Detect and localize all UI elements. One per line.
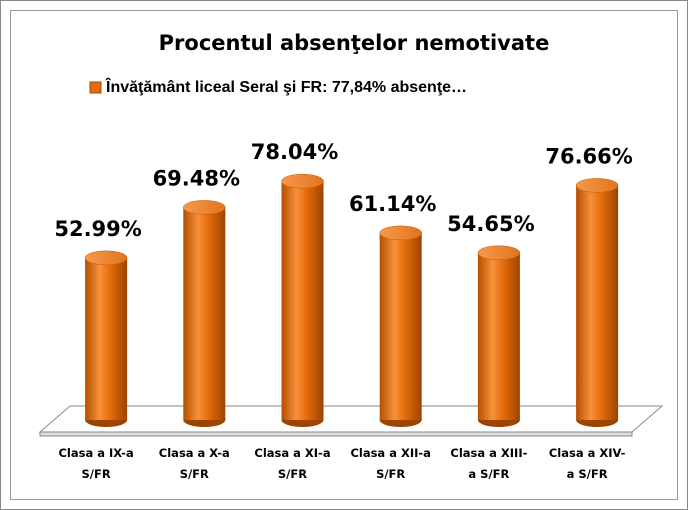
floor-edge	[39, 431, 633, 437]
bar	[379, 232, 422, 420]
x-tick-label: Clasa a XII-a S/FR	[350, 446, 431, 481]
floor	[38, 405, 664, 433]
bar	[85, 257, 128, 420]
bar-top	[379, 225, 422, 241]
bar-top	[84, 250, 128, 266]
bar-top	[575, 178, 619, 193]
bar-top	[477, 245, 521, 261]
x-tick-label: Clasa a IX-a S/FR	[58, 446, 134, 481]
legend-swatch	[89, 81, 102, 94]
data-label: 52.99%	[54, 217, 141, 241]
x-tick-label: Clasa a XIII-a S/FR	[450, 446, 528, 481]
x-tick-label: Clasa a XIV-a S/FR	[548, 446, 626, 481]
legend-label: Învăţământ liceal Seral şi FR: 77,84% ab…	[105, 77, 467, 96]
chart-title: Procentul absenţelor nemotivate	[159, 31, 550, 55]
bar-top	[183, 200, 226, 215]
data-label: 54.65%	[447, 212, 534, 236]
bar	[576, 185, 619, 420]
bar-top	[281, 173, 324, 189]
data-label: 78.04%	[251, 140, 338, 164]
x-tick-label: Clasa a X-a S/FR	[158, 446, 230, 481]
data-label: 61.14%	[349, 192, 436, 216]
data-label: 76.66%	[545, 144, 632, 168]
x-tick-label: Clasa a XI-a S/FR	[254, 446, 331, 481]
bar	[183, 207, 226, 420]
bar	[477, 252, 520, 420]
data-label: 69.48%	[153, 166, 240, 190]
bar	[281, 181, 324, 420]
